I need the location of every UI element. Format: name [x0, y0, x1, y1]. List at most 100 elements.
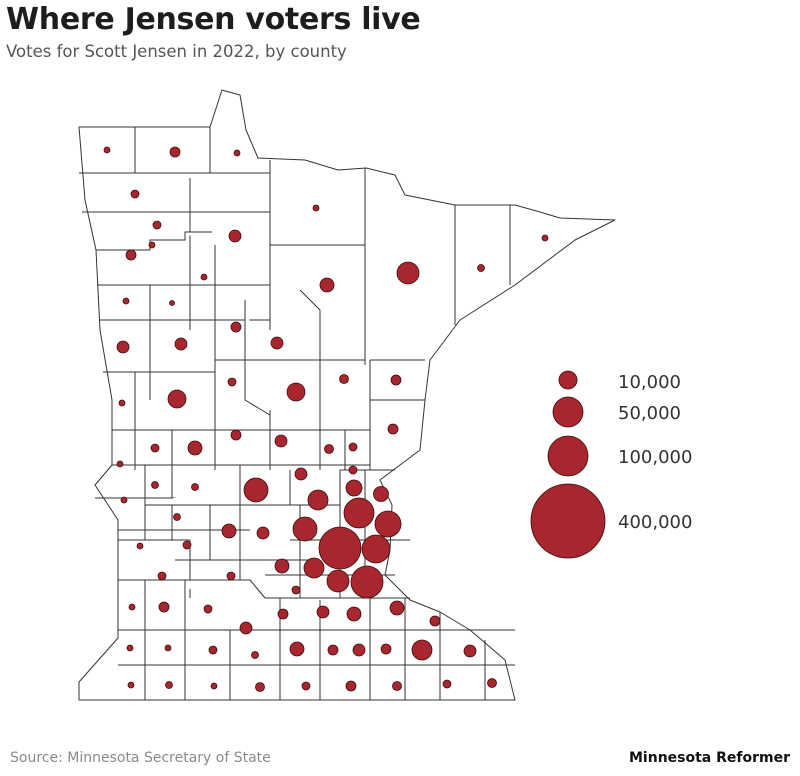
county-bubble	[361, 534, 391, 564]
county-bubble	[158, 601, 170, 613]
county-bubble	[169, 146, 181, 158]
county-bubble	[345, 479, 363, 497]
county-bubble	[270, 336, 284, 350]
county-bubble	[274, 434, 288, 448]
county-bubble	[487, 678, 497, 688]
county-bubble	[286, 382, 306, 402]
publisher-brand: Minnesota Reformer	[629, 750, 790, 766]
legend-circle-1	[558, 370, 578, 390]
county-bubble	[239, 621, 253, 635]
county-bubble	[374, 510, 402, 538]
county-bubble	[130, 189, 140, 199]
county-bubble	[324, 444, 334, 454]
county-bubble	[319, 277, 335, 293]
county-bubble	[116, 460, 124, 468]
county-bubble	[477, 264, 485, 272]
county-bubble	[316, 605, 330, 619]
county-bubble	[191, 483, 199, 491]
county-bubble	[128, 603, 136, 611]
county-bubble	[429, 615, 441, 627]
county-bubble	[387, 423, 399, 435]
legend-label-1: 10,000	[618, 372, 681, 393]
county-bubble	[373, 486, 389, 502]
state-outline	[78, 89, 616, 701]
legend-label-3: 100,000	[618, 447, 692, 468]
county-bubble	[127, 681, 135, 689]
map-subtitle: Votes for Scott Jensen in 2022, by count…	[6, 42, 347, 61]
county-bubble	[173, 513, 181, 521]
county-bubble	[148, 241, 156, 249]
source-note: Source: Minnesota Secretary of State	[10, 750, 271, 766]
county-bubble	[152, 220, 162, 230]
county-bubble	[289, 641, 305, 657]
county-bubble	[210, 682, 218, 690]
county-bubble	[230, 429, 242, 441]
legend-label-2: 50,000	[618, 403, 681, 424]
county-bubble	[230, 321, 242, 333]
county-bubble	[277, 608, 289, 620]
county-bubble	[125, 249, 137, 261]
county-bubble	[294, 467, 308, 481]
county-bubble	[243, 477, 269, 503]
county-bubble	[291, 585, 301, 595]
county-bubble	[151, 481, 159, 489]
county-bubble	[150, 443, 160, 453]
legend-circle-2	[552, 396, 584, 428]
size-legend: 10,000 50,000 100,000 400,000	[530, 370, 692, 559]
county-bubble	[228, 229, 242, 243]
county-bubble	[303, 557, 325, 579]
county-bubble	[167, 389, 187, 409]
county-bubble	[233, 149, 241, 157]
county-bubble	[348, 465, 358, 475]
county-bubble	[164, 644, 172, 652]
county-bubble	[307, 489, 329, 511]
county-bubble	[174, 337, 188, 351]
legend-circle-4	[530, 483, 606, 559]
county-bubble	[442, 679, 452, 689]
county-bubble	[126, 644, 134, 652]
county-bubble	[200, 273, 208, 281]
county-bubble	[116, 340, 130, 354]
county-bubble	[221, 523, 237, 539]
county-bubble	[396, 261, 420, 285]
county-bubble	[274, 558, 290, 574]
county-bubble	[392, 681, 402, 691]
county-boundaries	[78, 89, 616, 701]
county-bubble	[122, 297, 130, 305]
county-bubble	[389, 600, 405, 616]
county-bubble	[157, 571, 167, 581]
county-bubble	[187, 440, 203, 456]
county-bubble	[352, 643, 366, 657]
county-bubble	[346, 606, 362, 622]
county-bubble	[182, 540, 192, 550]
county-bubble	[348, 442, 358, 452]
county-bubble	[136, 542, 144, 550]
county-bubble	[203, 604, 213, 614]
county-bubble	[345, 680, 357, 692]
county-bubble	[208, 645, 218, 655]
county-bubble	[165, 681, 173, 689]
county-bubble	[541, 234, 549, 242]
county-bubble	[327, 644, 339, 656]
county-bubble	[312, 204, 320, 212]
county-bubble	[256, 526, 270, 540]
county-bubble	[326, 569, 350, 593]
county-bubble	[292, 516, 318, 542]
county-bubble	[120, 496, 128, 504]
county-bubble	[463, 644, 477, 658]
legend-label-4: 400,000	[618, 512, 692, 533]
county-bubble	[411, 639, 433, 661]
map-title: Where Jensen voters live	[6, 2, 421, 37]
county-bubble	[169, 300, 175, 306]
county-bubble	[255, 682, 265, 692]
county-bubble	[318, 526, 362, 570]
county-bubble	[350, 565, 384, 599]
county-bubble	[227, 377, 237, 387]
county-bubble	[380, 643, 392, 655]
legend-circle-3	[547, 435, 589, 477]
county-vote-bubbles	[103, 146, 549, 692]
county-bubble	[339, 374, 349, 384]
county-bubble	[390, 374, 402, 386]
county-bubble	[301, 681, 311, 691]
